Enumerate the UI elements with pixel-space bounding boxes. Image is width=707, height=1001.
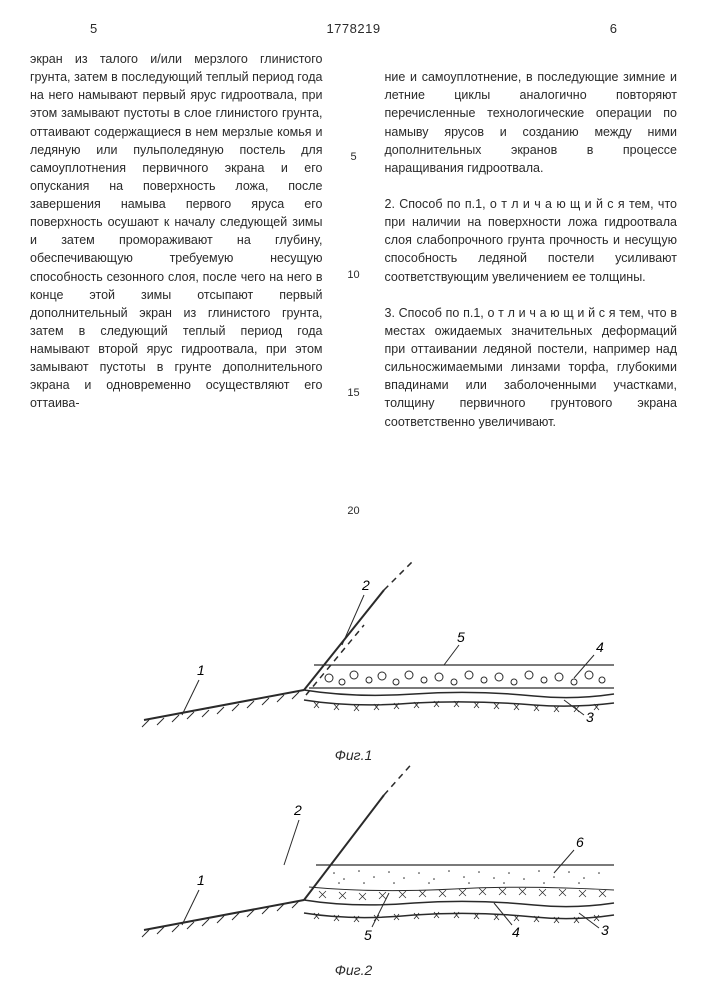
page-header: 5 1778219 6 xyxy=(30,20,677,40)
figure-1-caption: Фиг.1 xyxy=(30,745,677,765)
fig2-label-2: 2 xyxy=(293,802,302,818)
right-column: ние и самоуплотнение, в последующие зимн… xyxy=(385,50,678,520)
figure-1: 1 2 3 4 5 xyxy=(74,560,634,740)
left-column-text: экран из талого и/или мерзлого глинистог… xyxy=(30,52,323,410)
page-number-left: 5 xyxy=(90,20,97,39)
fig1-label-4: 4 xyxy=(596,639,604,655)
fig2-label-1: 1 xyxy=(197,872,205,888)
right-column-text: ние и самоуплотнение, в последующие зимн… xyxy=(385,70,678,428)
line-number: 5 xyxy=(350,150,356,166)
fig1-label-5: 5 xyxy=(457,629,465,645)
page-number-right: 6 xyxy=(610,20,617,39)
line-number: 20 xyxy=(347,504,359,520)
line-number: 15 xyxy=(347,386,359,402)
line-numbers: 5 10 15 20 xyxy=(345,50,363,520)
figure-2: 1 2 3 4 5 6 xyxy=(74,765,634,955)
figure-2-caption: Фиг.2 xyxy=(30,960,677,980)
fig2-label-4: 4 xyxy=(512,924,520,940)
fig2-label-3: 3 xyxy=(601,922,609,938)
left-column: экран из талого и/или мерзлого глинистог… xyxy=(30,50,323,520)
figures-section: 1 2 3 4 5 Фиг.1 xyxy=(30,560,677,981)
fig1-label-2: 2 xyxy=(361,577,370,593)
fig1-label-3: 3 xyxy=(586,709,594,725)
document-number: 1778219 xyxy=(326,20,380,39)
fig2-label-5: 5 xyxy=(364,927,372,943)
fig1-label-1: 1 xyxy=(197,662,205,678)
line-number: 10 xyxy=(347,268,359,284)
text-columns: экран из талого и/или мерзлого глинистог… xyxy=(30,50,677,520)
fig2-label-6: 6 xyxy=(576,834,584,850)
